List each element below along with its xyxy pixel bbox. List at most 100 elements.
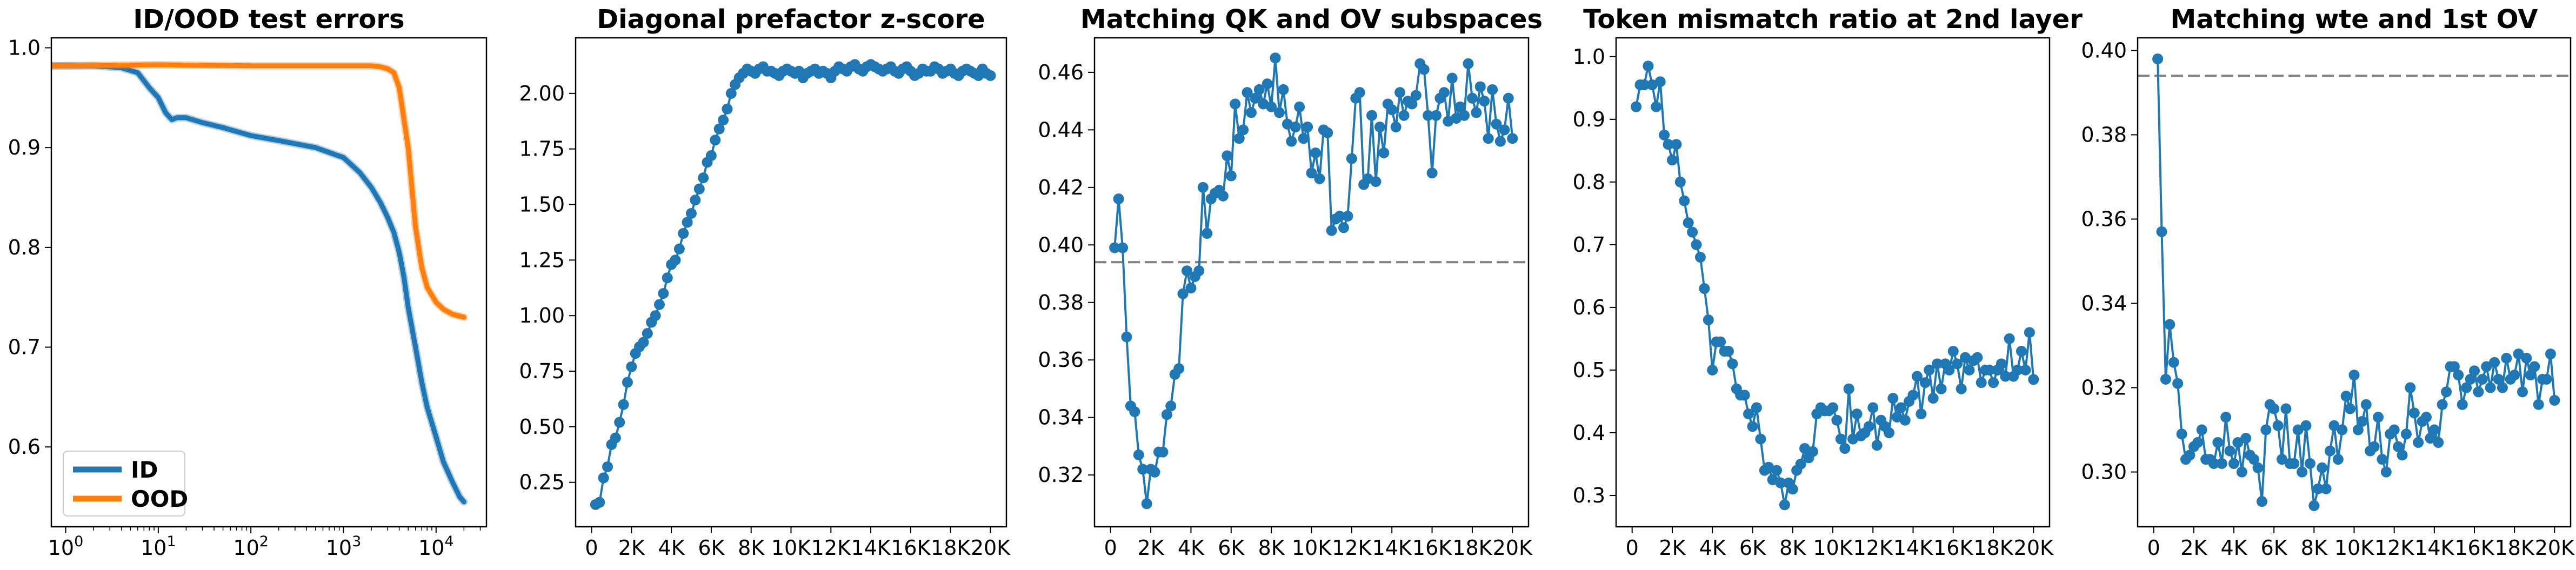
data-point xyxy=(1185,283,1197,294)
x-tick-label: 18K xyxy=(931,536,971,560)
data-point xyxy=(1747,421,1758,432)
data-point xyxy=(653,299,665,310)
y-tick-label: 0.30 xyxy=(2081,460,2127,484)
data-point xyxy=(1952,358,1963,370)
data-point xyxy=(1394,87,1406,98)
data-point xyxy=(2513,348,2524,360)
data-point xyxy=(2433,437,2444,448)
data-point xyxy=(2024,327,2035,338)
data-point xyxy=(1651,101,1662,112)
data-point xyxy=(2160,373,2171,385)
data-point xyxy=(1964,364,1975,375)
y-tick-label: 0.5 xyxy=(1573,358,1605,382)
x-tick-label: 4K xyxy=(1178,536,1205,560)
x-tick-label: 6K xyxy=(1739,536,1766,560)
x-tick-label: 14K xyxy=(1893,536,1933,560)
data-point xyxy=(2236,466,2247,478)
data-point xyxy=(1454,101,1466,112)
data-point xyxy=(2413,437,2424,448)
data-point xyxy=(2549,394,2560,406)
data-point xyxy=(1491,118,1502,130)
data-point xyxy=(626,361,637,372)
data-point xyxy=(722,103,733,115)
data-point xyxy=(2448,361,2460,372)
data-point xyxy=(602,461,613,472)
x-tick-label: 2K xyxy=(2180,536,2207,560)
data-point xyxy=(1659,129,1670,140)
y-tick-label: 0.3 xyxy=(1573,484,1605,507)
y-tick-label: 1.75 xyxy=(519,137,565,161)
data-point xyxy=(1129,406,1140,418)
data-point xyxy=(1779,499,1790,511)
data-point xyxy=(2517,386,2528,398)
data-point xyxy=(1899,414,1911,426)
data-point xyxy=(2256,496,2267,507)
y-tick-label: 0.34 xyxy=(1038,406,1084,430)
data-point xyxy=(2373,412,2384,423)
x-tick-label: 18K xyxy=(2495,536,2535,560)
data-point xyxy=(1487,84,1498,95)
data-point xyxy=(1631,101,1642,112)
data-point xyxy=(686,207,697,219)
data-point xyxy=(1976,377,1987,388)
x-tick-label: 12K xyxy=(2374,536,2414,560)
data-point xyxy=(1270,52,1281,64)
data-point xyxy=(698,172,709,184)
x-tick-label: 100 xyxy=(48,533,84,560)
chart-title: Matching wte and 1st OV xyxy=(2171,4,2538,35)
data-point xyxy=(1483,133,1494,144)
chart-panel-3: Matching QK and OV subspaces 0 2K 4K 6K 8K 10K… xyxy=(1038,4,1543,560)
data-point xyxy=(693,183,705,195)
data-point xyxy=(2388,424,2400,435)
axes-frame xyxy=(2137,37,2572,528)
data-point xyxy=(713,123,725,135)
data-point xyxy=(1459,110,1470,121)
x-tick-label: 18K xyxy=(1973,536,2013,560)
data-point xyxy=(1378,147,1390,158)
plot-area xyxy=(2138,53,2571,511)
chart-panel-1: ID/OOD test errors 100 101 102 103 104 0.6 0.7 0… xyxy=(8,4,488,560)
data-point xyxy=(705,150,717,162)
data-point xyxy=(1342,211,1353,222)
y-tick-label: 0.36 xyxy=(2081,207,2127,231)
data-point xyxy=(2176,428,2187,440)
data-point xyxy=(2216,458,2227,469)
axes-frame xyxy=(1615,37,2051,528)
y-tick-label: 0.38 xyxy=(2081,123,2127,146)
data-point xyxy=(2541,373,2552,385)
x-tick-label: 10K xyxy=(1292,536,1332,560)
data-point xyxy=(2400,428,2412,440)
data-point xyxy=(1771,465,1783,476)
chart-title: Diagonal prefactor z-score xyxy=(597,4,985,35)
y-tick-label: 0.6 xyxy=(1573,296,1605,319)
x-tick-label: 20K xyxy=(971,536,1011,560)
data-point xyxy=(2224,445,2235,457)
data-point xyxy=(2473,386,2484,398)
data-point xyxy=(1302,122,1313,133)
data-point xyxy=(1322,127,1333,138)
data-point xyxy=(1310,147,1321,158)
y-tick-label: 0.7 xyxy=(8,336,41,359)
data-point xyxy=(1694,252,1706,263)
x-tick-label: 18K xyxy=(1452,536,1492,560)
data-point xyxy=(1863,421,1874,432)
data-point xyxy=(1242,87,1253,98)
x-tick-label: 16K xyxy=(1933,536,1973,560)
data-point xyxy=(1238,124,1249,136)
data-point xyxy=(1266,101,1277,112)
data-point xyxy=(1430,110,1442,121)
data-point xyxy=(1494,136,1506,147)
data-point xyxy=(2016,346,2027,357)
data-point xyxy=(1182,265,1193,277)
data-point xyxy=(1896,402,1907,413)
data-point xyxy=(1956,383,1967,394)
data-point xyxy=(1326,225,1337,236)
x-tick-label: 12K xyxy=(811,536,851,560)
data-point xyxy=(2377,454,2388,465)
data-point xyxy=(1944,364,1955,375)
x-tick-label: 10K xyxy=(2334,536,2374,560)
data-point xyxy=(2501,352,2512,364)
plot-area xyxy=(51,61,468,506)
data-point xyxy=(1687,226,1698,238)
y-tick-label: 0.8 xyxy=(8,236,41,259)
